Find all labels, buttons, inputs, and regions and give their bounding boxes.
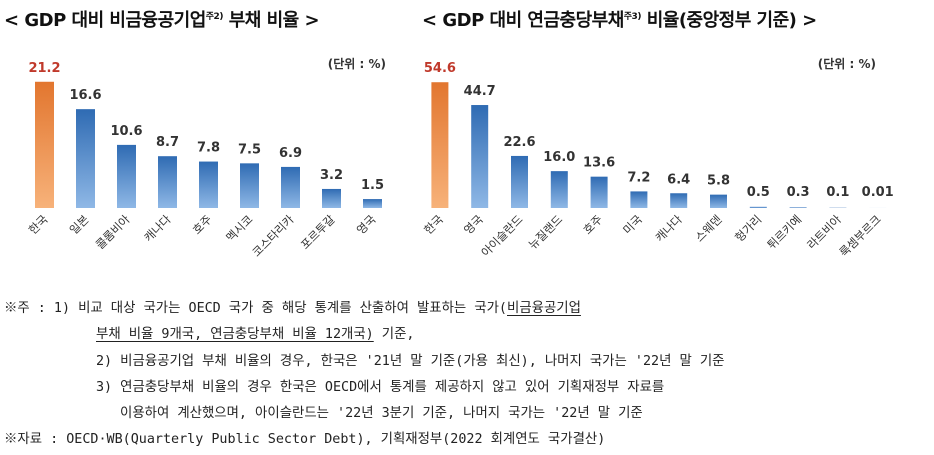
value-label-한국: 21.2 [28, 61, 60, 76]
note-1-text: ※주 : 1) 비교 대상 국가는 OECD 국가 중 해당 통계를 산출하여 … [4, 301, 507, 316]
left-chart-title-end: 부채 비율 > [222, 10, 320, 31]
category-label-호주: 호주 [580, 212, 605, 237]
source-line: ※자료 : OECD·WB(Quarterly Public Sector De… [4, 432, 606, 447]
note-line-1: ※주 : 1) 비교 대상 국가는 OECD 국가 중 해당 통계를 산출하여 … [4, 296, 581, 316]
value-label-헝가리: 0.5 [747, 185, 770, 200]
category-label-콜롬비아: 콜롬비아 [93, 212, 133, 252]
value-label-멕시코: 7.5 [238, 142, 261, 157]
category-label-영국: 영국 [461, 212, 486, 237]
value-label-룩셈부르크: 0.01 [862, 185, 894, 200]
value-label-스웨덴: 5.8 [707, 174, 730, 189]
right-chart-title-end: 비율(중앙정부 기준) > [640, 10, 818, 31]
bar-포르투갈 [322, 188, 341, 208]
category-label-룩셈부르크: 룩셈부르크 [837, 212, 884, 259]
right-chart-title-text: < GDP 대비 연금충당부채 [422, 10, 624, 31]
value-label-호주: 13.6 [583, 156, 615, 171]
value-label-영국: 44.7 [464, 84, 496, 99]
bar-캐나다 [158, 156, 177, 208]
bar-일본 [76, 109, 95, 208]
right-bar-chart: (단위 : %) 54.6 한국 44.7 영국 22.6 아이슬란드 16.0 뉴질랜드 13.… [421, 56, 894, 260]
bar-뉴질랜드 [550, 171, 568, 208]
note-line-5: 이용하여 계산했으며, 아이슬란드는 '22년 3분기 기준, 나머지 국가는 … [120, 406, 643, 421]
value-label-한국: 54.6 [424, 61, 456, 76]
category-label-일본: 일본 [67, 212, 92, 237]
category-label-멕시코: 멕시코 [223, 212, 255, 244]
category-label-호주: 호주 [190, 212, 215, 237]
bar-한국 [35, 81, 54, 208]
category-label-캐나다: 캐나다 [141, 212, 174, 245]
bar-캐나다 [670, 193, 688, 208]
value-label-일본: 16.6 [69, 88, 101, 103]
bar-스웨덴 [710, 194, 727, 208]
bar-아이슬란드 [511, 155, 528, 208]
value-label-코스타리카: 6.9 [279, 146, 302, 161]
note-2-text: 기준, [373, 327, 415, 342]
bar-호주 [590, 176, 608, 208]
category-label-튀르키예: 튀르키예 [764, 212, 804, 252]
bar-콜롬비아 [117, 144, 136, 208]
value-label-튀르키예: 0.3 [787, 185, 810, 200]
category-label-미국: 미국 [620, 212, 645, 237]
bar-미국 [630, 191, 648, 208]
note-line-4: 3) 연금충당부채 비율의 경우 한국은 OECD에서 통계를 제공하지 않고 … [96, 380, 665, 395]
unit-label: (단위 : %) [328, 56, 386, 71]
category-label-한국: 한국 [421, 212, 446, 237]
bar-영국 [363, 199, 382, 208]
left-chart-title-text: < GDP 대비 비금융공기업 [4, 10, 206, 31]
bar-코스타리카 [281, 166, 300, 208]
note-line-2: 부채 비율 9개국, 연금충당부채 비율 12개국) 기준, [96, 322, 415, 342]
left-chart-title-footnote: 주2) [205, 12, 224, 22]
value-label-캐나다: 6.4 [667, 172, 690, 187]
value-label-라트비아: 0.1 [826, 185, 849, 200]
value-label-캐나다: 8.7 [156, 135, 179, 150]
value-label-콜롬비아: 10.6 [110, 124, 142, 139]
bar-멕시코 [240, 163, 259, 208]
left-chart-title: < GDP 대비 비금융공기업주2) 부채 비율 > [4, 6, 320, 32]
value-label-호주: 7.8 [197, 141, 220, 156]
category-label-라트비아: 라트비아 [804, 212, 844, 252]
note-2-underlined: 부채 비율 9개국, 연금충당부채 비율 12개국) [96, 327, 374, 342]
value-label-아이슬란드: 22.6 [503, 135, 535, 150]
category-label-한국: 한국 [26, 212, 51, 237]
category-label-포르투갈: 포르투갈 [298, 212, 338, 252]
bar-호주 [199, 161, 218, 208]
bar-영국 [471, 105, 489, 208]
category-label-캐나다: 캐나다 [652, 212, 685, 245]
category-label-스웨덴: 스웨덴 [692, 212, 724, 244]
note-1-underlined: 비금융공기업 [507, 301, 581, 316]
note-line-3: 2) 비금융공기업 부채 비율의 경우, 한국은 '21년 말 기준(가용 최신… [96, 354, 725, 369]
right-chart-title: < GDP 대비 연금충당부채주3) 비율(중앙정부 기준) > [422, 6, 817, 32]
left-bar-chart: (단위 : %) 21.2 한국 16.6 일본 10.6 콜롬비아 8.7 캐나다 7.8 호주 7… [26, 56, 386, 260]
right-chart-title-footnote: 주3) [623, 12, 642, 22]
value-label-뉴질랜드: 16.0 [543, 150, 575, 165]
value-label-미국: 7.2 [627, 170, 650, 185]
bar-헝가리 [749, 206, 767, 208]
category-label-영국: 영국 [354, 212, 379, 237]
value-label-영국: 1.5 [361, 178, 384, 193]
bar-한국 [431, 82, 449, 208]
bar-튀르키예 [789, 207, 807, 208]
unit-label: (단위 : %) [818, 56, 876, 71]
category-label-아이슬란드: 아이슬란드 [478, 212, 525, 259]
value-label-포르투갈: 3.2 [320, 168, 343, 183]
category-label-헝가리: 헝가리 [732, 212, 764, 244]
category-label-코스타리카: 코스타리카 [249, 212, 297, 260]
category-label-뉴질랜드: 뉴질랜드 [526, 212, 566, 252]
